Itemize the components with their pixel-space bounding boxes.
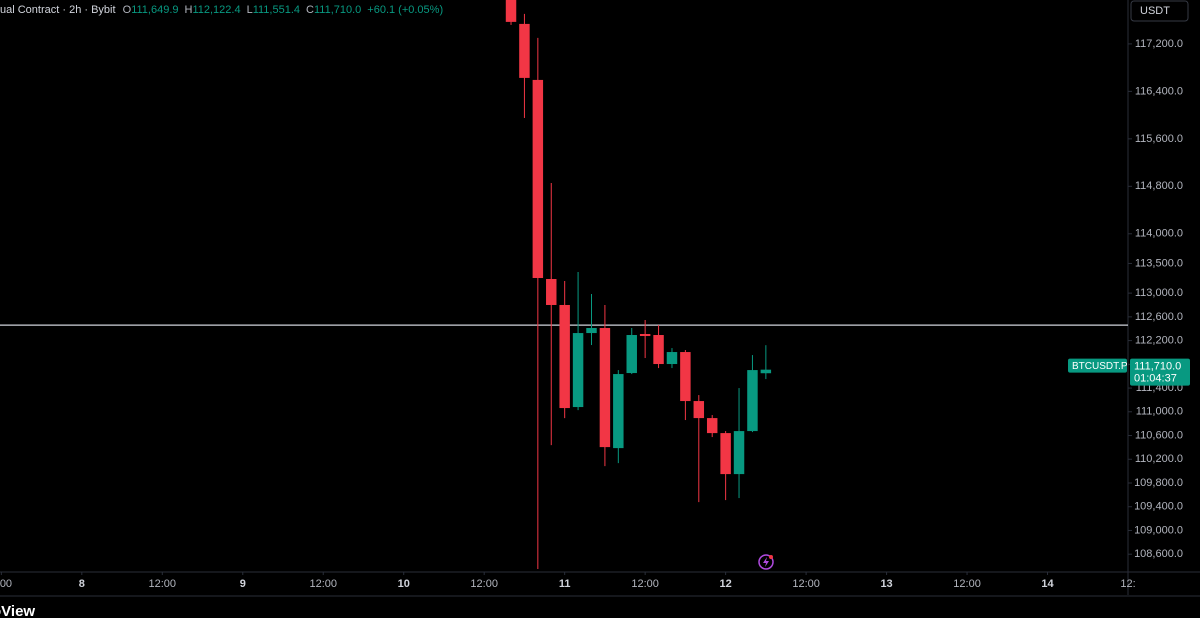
- x-tick-label: 14: [1041, 578, 1054, 590]
- candle-body: [666, 352, 678, 365]
- x-tick-label: 12:00: [792, 578, 820, 590]
- currency-label[interactable]: USDT: [1140, 5, 1170, 17]
- ohlc-value: 111,710.0: [314, 4, 361, 16]
- y-tick-label: 112,600.0: [1135, 311, 1183, 323]
- candle-body: [720, 433, 731, 475]
- ohlc-key: H: [185, 4, 193, 16]
- ohlc-value: 112,122.4: [192, 4, 240, 16]
- y-tick-label: 111,000.0: [1136, 406, 1183, 418]
- ohlc-key: C: [306, 4, 314, 16]
- candle-body: [559, 304, 570, 409]
- y-tick-label: 113,500.0: [1135, 257, 1183, 269]
- watermark: oView: [0, 603, 35, 618]
- candle-body: [505, 0, 517, 22]
- x-tick-label: 12:: [1120, 578, 1135, 590]
- candle-body: [680, 352, 691, 402]
- x-tick-label: 11: [559, 578, 571, 590]
- candle-body: [532, 79, 544, 278]
- x-tick-label: 10: [398, 578, 410, 590]
- candle-body: [653, 335, 664, 365]
- y-tick-label: 109,400.0: [1134, 501, 1183, 513]
- candle-body: [626, 335, 637, 374]
- candle-body: [572, 333, 584, 408]
- y-tick-label: 112,200.0: [1135, 334, 1183, 346]
- y-tick-label: 113,000.0: [1135, 287, 1183, 299]
- x-tick-label: 12:00: [470, 578, 498, 590]
- y-tick-label: 114,000.0: [1135, 228, 1183, 240]
- y-tick-label: 110,200.0: [1135, 453, 1183, 465]
- price-tag-box: [1130, 358, 1190, 386]
- lightning-icon[interactable]: [758, 554, 774, 570]
- x-tick-label: 9: [240, 578, 246, 590]
- candle-body: [760, 369, 772, 374]
- candle-body: [586, 328, 597, 334]
- ohlc-value: 111,649.9: [131, 4, 178, 16]
- candle-body: [747, 370, 758, 432]
- price-tag-price: 111,710.0: [1134, 361, 1181, 373]
- x-tick-label: 12:00: [953, 578, 981, 590]
- candle-body: [519, 23, 530, 78]
- symbol-tag-box: [1068, 358, 1127, 373]
- candle-body: [706, 418, 718, 434]
- x-tick-label: 2:00: [0, 578, 12, 590]
- candle-body: [599, 328, 611, 448]
- y-tick-label: 109,000.0: [1134, 524, 1183, 536]
- ohlc-key: O: [123, 4, 132, 16]
- x-tick-label: 12:00: [631, 578, 659, 590]
- legend-header: ual Contract · 2h · Bybit O111,649.9 H112…: [0, 4, 443, 16]
- y-tick-label: 116,400.0: [1135, 85, 1183, 97]
- y-tick-label: 108,600.0: [1134, 548, 1183, 560]
- symbol-tag: BTCUSDT.P: [1072, 361, 1128, 372]
- x-tick-label: 12: [719, 578, 731, 590]
- plot-area: [0, 0, 1128, 570]
- candle-body: [546, 278, 557, 305]
- icon-dot: [769, 555, 773, 559]
- icon-ring: [758, 554, 774, 570]
- candle-body: [733, 431, 745, 475]
- currency-button[interactable]: [1130, 0, 1189, 22]
- candle-body: [613, 374, 624, 449]
- ohlc-key: L: [247, 4, 253, 16]
- icon-bolt: [763, 557, 769, 567]
- y-tick-label: 109,800.0: [1134, 477, 1183, 489]
- x-tick-label: 12:00: [309, 578, 337, 590]
- change: +60.1 (+0.05%): [367, 4, 443, 16]
- y-tick-label: 117,200.0: [1135, 38, 1183, 50]
- candle-body: [639, 334, 651, 337]
- price-tag-countdown: 01:04:37: [1134, 373, 1177, 385]
- ohlc-value: 111,551.4: [253, 4, 300, 16]
- y-tick-label: 110,600.0: [1135, 429, 1183, 441]
- symbol: ual Contract · 2h · Bybit: [0, 4, 116, 16]
- x-tick-label: 12:00: [149, 578, 177, 590]
- candle-body: [693, 401, 705, 419]
- y-tick-label: 115,600.0: [1135, 133, 1183, 145]
- x-tick-label: 8: [79, 578, 85, 590]
- y-tick-label: 114,800.0: [1135, 180, 1183, 192]
- x-tick-label: 13: [880, 578, 892, 590]
